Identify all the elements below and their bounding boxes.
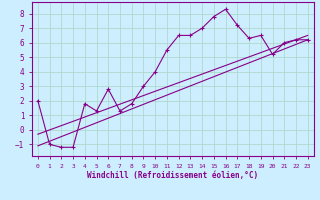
X-axis label: Windchill (Refroidissement éolien,°C): Windchill (Refroidissement éolien,°C) <box>87 171 258 180</box>
